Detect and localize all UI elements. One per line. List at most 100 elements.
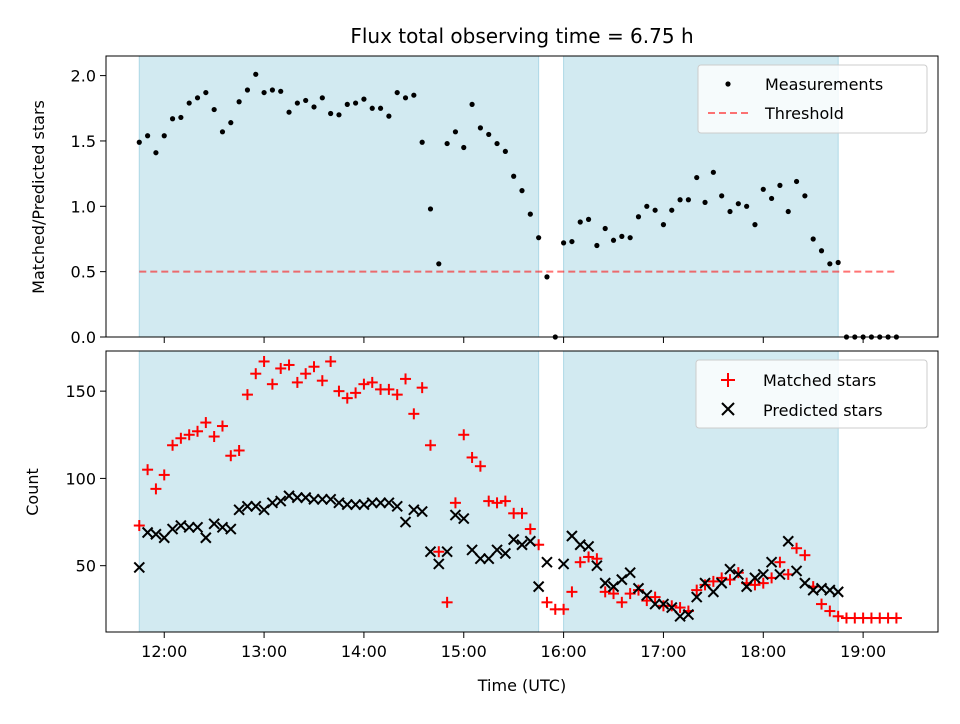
matched-star-point [583,551,595,563]
measurement-point [744,203,750,209]
matched-star-point [283,359,295,371]
predicted-star-point [824,584,836,596]
measurement-point [710,169,716,175]
y-tick-label: 1.5 [71,132,96,151]
measurement-point [186,100,192,106]
measurement-point [669,207,675,213]
matched-star-point [707,575,719,587]
predicted-star-point [732,568,745,581]
predicted-star-point [216,521,229,533]
measurement-point [610,237,617,243]
predicted-star-point [399,516,412,528]
matched-star-point [691,584,703,596]
x-tick-label: 15:00 [441,642,487,661]
measurement-point [685,197,692,203]
predicted-star-point [740,580,753,593]
predicted-star-point [707,586,720,598]
predicted-star-point [225,523,237,535]
measurement-point [635,214,642,220]
measurement-point [427,206,434,212]
measurement-point [269,87,275,93]
matched-star-point [483,495,495,507]
y-tick-label: 2.0 [71,67,96,86]
measurement-point [336,112,342,118]
measurement-point [244,87,251,93]
predicted-star-point [532,580,545,593]
matched-star-point [150,483,162,495]
matched-star-point [308,361,320,373]
measurement-point [494,140,500,147]
predicted-star-point [349,498,362,511]
y-tick-label: 0.5 [71,263,96,282]
matched-star-point [449,497,461,509]
predicted-star-point [582,540,595,553]
matched-star-point [558,603,570,615]
matched-star-point [666,600,678,612]
matched-star-point [816,598,828,610]
matched-star-point [474,460,486,472]
matched-star-point [433,546,445,558]
measurement-point [219,129,226,135]
x-tick-label: 12:00 [141,642,187,661]
measurement-point [677,197,683,203]
measurement-point [802,193,808,199]
matched-star-point [791,542,803,554]
predicted-star-point [641,589,653,602]
legend-predicted-marker [721,402,735,416]
predicted-star-point [657,598,670,610]
predicted-star-point [765,556,778,568]
predicted-star-point [649,598,661,610]
measurement-point [303,97,309,104]
matched-star-point [890,612,902,624]
predicted-star-point [341,498,353,511]
predicted-star-point [591,559,603,572]
predicted-star-point [333,497,345,509]
measurement-point [286,109,292,115]
measurement-point [377,105,384,111]
measurement-point [444,140,450,147]
measurement-point [311,104,317,110]
measurement-point [602,225,608,232]
measurement-point [835,259,841,266]
measurement-point [527,211,533,217]
top-axes-frame [105,55,939,338]
predicted-star-point [474,552,487,565]
matched-star-point [275,362,287,374]
measurement-point [278,88,284,94]
legend-matched-label: Matched stars [763,371,876,390]
predicted-star-point [807,584,819,596]
matched-star-point [341,392,353,404]
measurement-point [386,113,392,119]
matched-star-point [383,383,395,395]
matched-star-point [424,439,436,451]
matched-star-point [208,431,220,443]
predicted-star-point [507,533,520,546]
x-tick-label: 17:00 [640,642,686,661]
y-tick-label: 1.0 [71,197,96,216]
measurement-point [136,139,142,145]
matched-star-point [591,553,603,565]
measurement-point [719,193,725,199]
matched-star-point [391,389,403,401]
measurement-point [344,101,350,107]
measurement-point [785,208,791,215]
matched-star-point [400,373,412,385]
legend-threshold-label: Threshold [764,104,844,123]
predicted-star-point [574,539,586,551]
matched-star-point [158,469,170,481]
predicted-star-point [441,546,453,558]
predicted-star-point [782,535,794,547]
predicted-star-point [774,568,786,581]
x-tick-label: 19:00 [840,642,886,661]
measurement-points [136,71,900,340]
legend-measurement-marker [725,81,731,87]
measurement-point [511,173,517,179]
matched-star-point [291,376,303,388]
measurement-point [585,216,592,222]
matched-star-point [491,497,503,509]
predicted-star-point [691,591,703,603]
measurement-point [619,233,625,239]
top-legend-box [697,64,928,134]
matched-star-point [699,579,711,591]
predicted-star-point [466,544,478,556]
